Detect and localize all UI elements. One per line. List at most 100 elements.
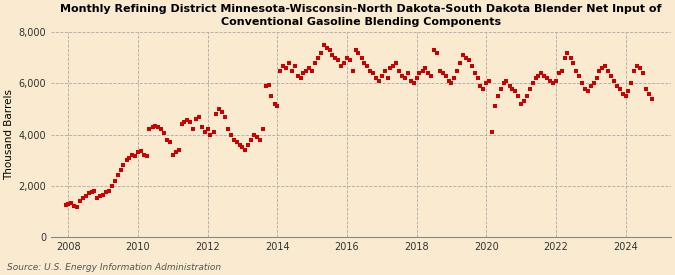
Point (638, 71, 649, 75)
Point (492, 94, 503, 98)
Point (440, 73, 451, 78)
Point (574, 73, 585, 78)
Y-axis label: Thousand Barrels: Thousand Barrels (4, 89, 14, 180)
Point (368, 71, 379, 75)
Point (554, 71, 564, 75)
Point (342, 56, 352, 60)
Point (614, 86, 625, 91)
Point (545, 79, 556, 83)
Point (330, 56, 341, 60)
Point (452, 68, 463, 73)
Point (121, 158, 132, 162)
Point (225, 132, 236, 137)
Point (298, 71, 309, 75)
Point (507, 86, 518, 91)
Point (449, 76, 460, 81)
Point (98, 192, 109, 197)
Point (237, 145, 248, 150)
Point (634, 66, 645, 70)
Point (304, 66, 315, 70)
Point (194, 114, 205, 119)
Point (495, 86, 506, 91)
Point (286, 68, 297, 73)
Point (417, 68, 428, 73)
Point (69, 204, 80, 208)
Point (620, 94, 631, 98)
Point (350, 48, 361, 53)
Point (498, 81, 509, 86)
Point (248, 132, 259, 137)
Point (306, 68, 317, 73)
Point (228, 138, 239, 142)
Point (217, 109, 227, 114)
Point (144, 127, 155, 132)
Point (92, 196, 103, 200)
Point (205, 132, 216, 137)
Point (63, 201, 74, 206)
Point (254, 138, 265, 142)
Point (327, 53, 338, 57)
Point (200, 130, 211, 134)
Point (231, 140, 242, 144)
Point (101, 190, 111, 194)
Point (115, 168, 126, 172)
Point (246, 138, 256, 142)
Point (318, 43, 329, 47)
Point (516, 102, 526, 106)
Point (408, 81, 419, 86)
Point (547, 81, 558, 86)
Point (196, 125, 207, 129)
Point (86, 190, 97, 194)
Point (182, 118, 193, 123)
Point (510, 89, 520, 93)
Point (109, 178, 120, 183)
Point (504, 84, 515, 88)
Point (373, 79, 384, 83)
Point (167, 153, 178, 157)
Point (353, 51, 364, 55)
Point (136, 149, 146, 153)
Point (173, 148, 184, 152)
Point (315, 51, 326, 55)
Point (394, 68, 404, 73)
Point (609, 79, 620, 83)
Point (585, 84, 596, 88)
Point (612, 84, 622, 88)
Point (455, 61, 466, 65)
Point (420, 66, 431, 70)
Point (156, 127, 167, 132)
Point (481, 81, 491, 86)
Point (107, 183, 117, 188)
Point (252, 135, 263, 139)
Point (388, 63, 399, 68)
Point (348, 68, 358, 73)
Point (153, 125, 163, 129)
Point (618, 91, 628, 96)
Point (284, 61, 294, 65)
Point (524, 86, 535, 91)
Point (542, 76, 553, 81)
Point (522, 94, 533, 98)
Point (263, 82, 274, 87)
Point (150, 123, 161, 128)
Point (78, 196, 88, 200)
Point (559, 56, 570, 60)
Point (464, 58, 475, 63)
Point (568, 61, 578, 65)
Point (132, 150, 143, 155)
Point (623, 89, 634, 93)
Point (605, 73, 616, 78)
Point (460, 56, 471, 60)
Point (127, 153, 138, 157)
Point (60, 203, 71, 207)
Point (333, 58, 344, 63)
Point (414, 71, 425, 75)
Title: Monthly Refining District Minnesota-Wisconsin-North Dakota-South Dakota Blender : Monthly Refining District Minnesota-Wisc… (60, 4, 662, 28)
Point (321, 45, 332, 50)
Point (295, 76, 306, 81)
Point (472, 76, 483, 81)
Point (275, 68, 286, 73)
Point (257, 127, 268, 132)
Point (185, 120, 196, 124)
Point (365, 68, 376, 73)
